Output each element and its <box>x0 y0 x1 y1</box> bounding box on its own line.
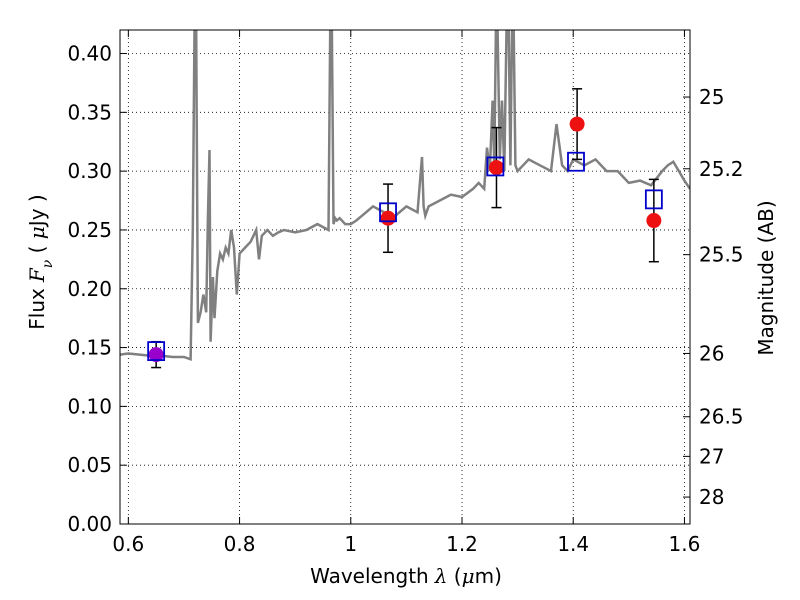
observed-point <box>569 116 585 132</box>
y-tick-label: 0.00 <box>67 512 112 536</box>
model-point <box>379 202 397 223</box>
y-axis-title: Flux Fν ( μJy ) <box>25 194 56 329</box>
y2-tick-label: 26.5 <box>699 405 744 429</box>
y-tick-label: 0.40 <box>67 42 112 66</box>
y-axis-unit-rest: Jy ) <box>25 194 49 228</box>
grid-lines <box>120 30 690 525</box>
x-tick-label: 0.8 <box>224 532 256 556</box>
x-tick-label: 1.6 <box>669 532 701 556</box>
plot-frame <box>119 29 691 525</box>
y-tick-label: 0.25 <box>67 218 112 242</box>
y-tick-label: 0.30 <box>67 159 112 183</box>
y-tick-label: 0.10 <box>67 394 112 418</box>
x-tick-label: 1 <box>344 532 357 556</box>
x-tick-label: 1.2 <box>446 532 478 556</box>
observed-point <box>488 160 504 176</box>
y2-tick-label: 28 <box>699 485 724 509</box>
observed-point <box>380 210 396 226</box>
y-axis-unit-open: ( <box>25 239 49 260</box>
model-point <box>567 151 585 172</box>
y-tick-label: 0.20 <box>67 277 112 301</box>
y-axis-nu: ν <box>40 259 56 268</box>
y-tick-label: 0.05 <box>67 453 112 477</box>
x-axis-lambda: λ <box>434 564 448 588</box>
x-tick-label: 0.6 <box>112 532 144 556</box>
y2-tick-label: 25.2 <box>699 157 744 181</box>
plot-area <box>120 30 690 362</box>
y-axis-F: F <box>25 267 49 283</box>
x-axis-title: Wavelength λ (μm) <box>310 564 502 588</box>
model-spectrum-line <box>120 30 690 362</box>
y2-tick-label: 25 <box>699 85 724 109</box>
y-tick-label: 0.35 <box>67 100 112 124</box>
model-point <box>644 189 663 210</box>
model-point <box>486 156 505 177</box>
y2-tick-label: 25.5 <box>699 243 744 267</box>
y2-axis-title: Magnitude (AB) <box>754 200 778 355</box>
x-axis-unit-rest: m) <box>475 564 502 588</box>
y2-tick-label: 26 <box>699 341 724 365</box>
y-tick-label: 0.15 <box>67 336 112 360</box>
axis-ticks: 0.6 0.8 1 1.2 1.4 1.6 0.00 0.05 0.10 0.15 0.20 0.25… <box>67 30 744 556</box>
x-axis-unit-mu: μ <box>462 564 475 588</box>
observed-point <box>646 213 662 229</box>
x-axis-title-prefix: Wavelength <box>310 564 429 588</box>
x-tick-label: 1.4 <box>557 532 589 556</box>
observed-point <box>148 347 164 363</box>
x-axis-unit-open: ( <box>447 564 461 588</box>
y-axis-title-prefix: Flux <box>25 288 49 330</box>
model-point <box>147 341 166 362</box>
data-markers <box>147 88 663 369</box>
y-axis-unit-mu: μ <box>25 226 49 239</box>
y2-tick-label: 27 <box>699 444 724 468</box>
